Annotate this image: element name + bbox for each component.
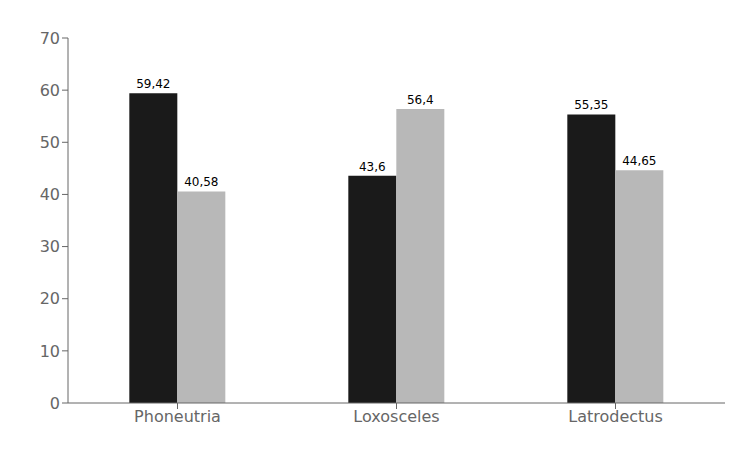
svg-text:20: 20 bbox=[40, 289, 60, 308]
svg-text:0: 0 bbox=[50, 394, 60, 413]
svg-text:40,58: 40,58 bbox=[184, 175, 218, 189]
svg-text:Phoneutria: Phoneutria bbox=[134, 407, 221, 426]
svg-text:43,6: 43,6 bbox=[359, 160, 386, 174]
svg-text:Loxosceles: Loxosceles bbox=[353, 407, 439, 426]
svg-text:50: 50 bbox=[40, 133, 60, 152]
svg-text:56,4: 56,4 bbox=[407, 93, 434, 107]
svg-text:Latrodectus: Latrodectus bbox=[568, 407, 663, 426]
svg-text:70: 70 bbox=[40, 29, 60, 48]
svg-text:44,65: 44,65 bbox=[622, 154, 656, 168]
svg-text:60: 60 bbox=[40, 81, 60, 100]
svg-text:40: 40 bbox=[40, 185, 60, 204]
svg-text:30: 30 bbox=[40, 237, 60, 256]
svg-text:10: 10 bbox=[40, 342, 60, 361]
svg-text:59,42: 59,42 bbox=[136, 77, 170, 91]
svg-text:55,35: 55,35 bbox=[574, 98, 608, 112]
